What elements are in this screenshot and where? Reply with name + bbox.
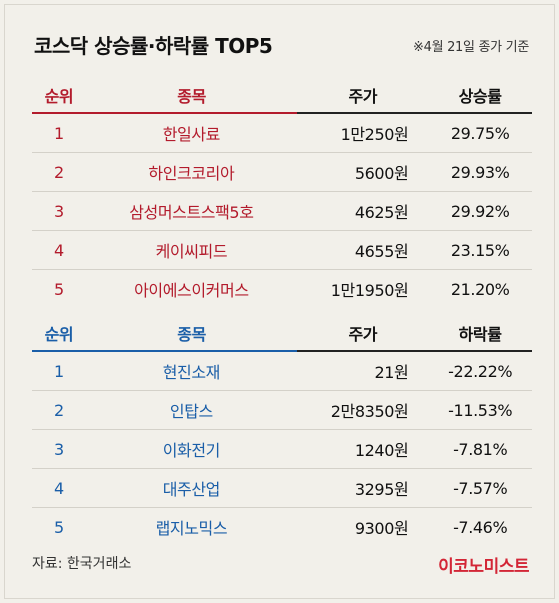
table-row: 1 현진소재 21원 -22.22% [32, 352, 532, 391]
rate-cell: -22.22% [448, 361, 513, 381]
date-note: ※4월 21일 종가 기준 [413, 40, 529, 55]
price-cell: 5600원 [354, 164, 409, 183]
stock-name-cell: 케이씨피드 [155, 242, 228, 261]
frame-border [4, 4, 555, 599]
header-name: 종목 [85, 80, 298, 114]
rank-cell: 1 [53, 361, 64, 381]
header-rate: 하락률 [428, 318, 532, 352]
rate-cell: 21.20% [450, 279, 510, 299]
rank-cell: 3 [53, 201, 64, 221]
price-cell: 3295원 [354, 480, 409, 499]
price-cell: 2만8350원 [330, 402, 409, 421]
rate-cell: 29.93% [450, 162, 510, 182]
rate-cell: 29.75% [450, 123, 510, 143]
rank-cell: 2 [53, 162, 64, 182]
header-price: 주가 [297, 318, 429, 352]
price-cell: 21원 [374, 363, 409, 382]
rank-cell: 5 [53, 279, 64, 299]
rank-cell: 4 [53, 478, 64, 498]
header-price: 주가 [297, 80, 429, 114]
table-row: 3 삼성머스트스팩5호 4625원 29.92% [32, 192, 532, 231]
price-cell: 1240원 [354, 441, 409, 460]
page-title: 코스닥 상승률·하락률 TOP5 [34, 34, 273, 58]
gainers-table: 순위 종목 주가 상승률 1 한일사료 1만250원 29.75% 2 하인크코… [32, 80, 532, 308]
rate-cell: -11.53% [448, 400, 513, 420]
table-row: 2 인탑스 2만8350원 -11.53% [32, 391, 532, 430]
rank-cell: 2 [53, 400, 64, 420]
price-cell: 9300원 [354, 519, 409, 538]
table-row: 1 한일사료 1만250원 29.75% [32, 114, 532, 153]
rate-cell: 29.92% [450, 201, 510, 221]
stock-name-cell: 랩지노믹스 [155, 519, 228, 538]
stock-name-cell: 대주산업 [162, 480, 221, 499]
stock-name-cell: 아이에스이커머스 [134, 281, 249, 300]
table-row: 5 랩지노믹스 9300원 -7.46% [32, 508, 532, 546]
stock-name-cell: 인탑스 [169, 402, 213, 421]
losers-table: 순위 종목 주가 하락률 1 현진소재 21원 -22.22% 2 인탑스 2만… [32, 318, 532, 546]
stock-name-cell: 이화전기 [162, 441, 221, 460]
table-row: 4 대주산업 3295원 -7.57% [32, 469, 532, 508]
stock-name-cell: 현진소재 [162, 363, 221, 382]
source-note: 자료: 한국거래소 [32, 556, 132, 572]
rate-cell: -7.81% [453, 439, 508, 459]
header-rank: 순위 [32, 80, 86, 114]
stock-name-cell: 삼성머스트스팩5호 [129, 203, 254, 222]
rank-cell: 3 [53, 439, 64, 459]
table-row: 3 이화전기 1240원 -7.81% [32, 430, 532, 469]
table-row: 5 아이에스이커머스 1만1950원 21.20% [32, 270, 532, 308]
stock-name-cell: 한일사료 [162, 125, 221, 144]
table-row: 4 케이씨피드 4655원 23.15% [32, 231, 532, 270]
header-rank: 순위 [32, 318, 86, 352]
table-row: 2 하인크코리아 5600원 29.93% [32, 153, 532, 192]
rate-cell: 23.15% [450, 240, 510, 260]
losers-header-row: 순위 종목 주가 하락률 [32, 318, 532, 352]
rate-cell: -7.46% [453, 517, 508, 537]
price-cell: 1만1950원 [330, 281, 409, 300]
brand-logo: 이코노미스트 [438, 557, 529, 577]
stock-name-cell: 하인크코리아 [148, 164, 235, 183]
price-cell: 4625원 [354, 203, 409, 222]
price-cell: 4655원 [354, 242, 409, 261]
rank-cell: 4 [53, 240, 64, 260]
rank-cell: 1 [53, 123, 64, 143]
gainers-header-row: 순위 종목 주가 상승률 [32, 80, 532, 114]
rank-cell: 5 [53, 517, 64, 537]
header-rate: 상승률 [428, 80, 532, 114]
price-cell: 1만250원 [340, 125, 409, 144]
rate-cell: -7.57% [453, 478, 508, 498]
header-name: 종목 [85, 318, 298, 352]
